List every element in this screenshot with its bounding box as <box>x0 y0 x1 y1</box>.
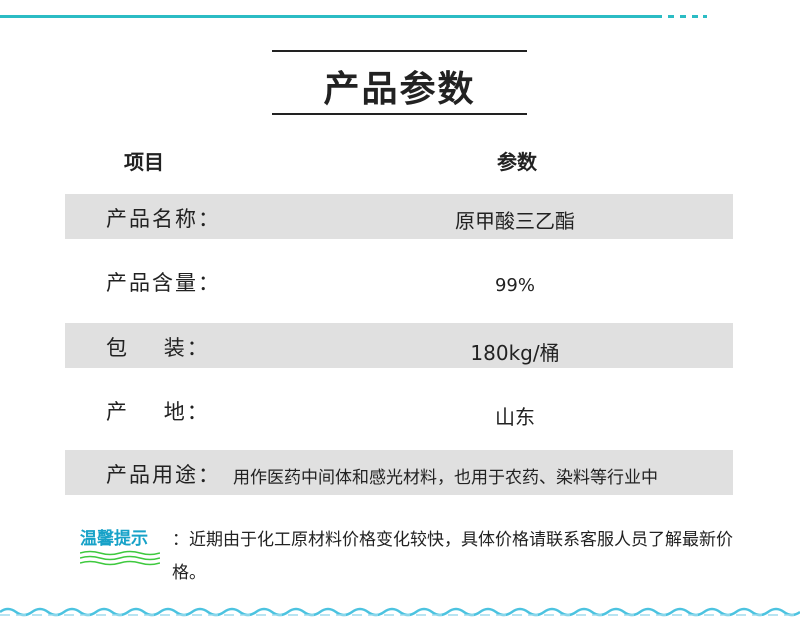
tip-text: ：近期由于化工原材料价格变化较快，具体价格请联系客服人员了解最新价格。 <box>172 530 733 583</box>
table-row: 产品名称： 原甲酸三乙酯 <box>65 194 733 239</box>
row-value: 山东 <box>495 405 535 429</box>
divider-dash <box>703 15 707 18</box>
divider-dash <box>680 15 686 18</box>
title-top-rule <box>272 50 527 52</box>
divider-dash <box>668 15 674 18</box>
table-row: 产品含量： 99% <box>65 258 733 303</box>
row-label: 产品含量： <box>106 271 221 295</box>
row-value: 原甲酸三乙酯 <box>455 209 575 233</box>
row-value: 用作医药中间体和感光材料，也用于农药、染料等行业中 <box>233 468 658 488</box>
row-value: 180kg/桶 <box>470 341 560 365</box>
row-label: 产品名称： <box>106 207 221 231</box>
row-value: 99% <box>494 275 535 296</box>
table-row: 包 装： 180kg/桶 <box>65 323 733 368</box>
divider-dash <box>692 15 698 18</box>
table-row: 产品用途： 用作医药中间体和感光材料，也用于农药、染料等行业中 <box>65 450 733 495</box>
tip-label: 温馨提示 <box>80 529 148 549</box>
row-label: 产品用途： <box>106 463 221 487</box>
top-divider-line <box>0 15 662 18</box>
title-bottom-rule <box>272 113 527 115</box>
header-param: 参数 <box>497 150 537 174</box>
table-row: 产 地： 山东 <box>65 387 733 432</box>
row-label: 产 地： <box>106 400 210 424</box>
page-title: 产品参数 <box>323 69 476 110</box>
row-label: 包 装： <box>106 336 210 360</box>
bottom-wave-border-icon <box>0 607 800 617</box>
header-item: 项目 <box>124 150 164 174</box>
wave-underline-icon <box>80 550 160 566</box>
